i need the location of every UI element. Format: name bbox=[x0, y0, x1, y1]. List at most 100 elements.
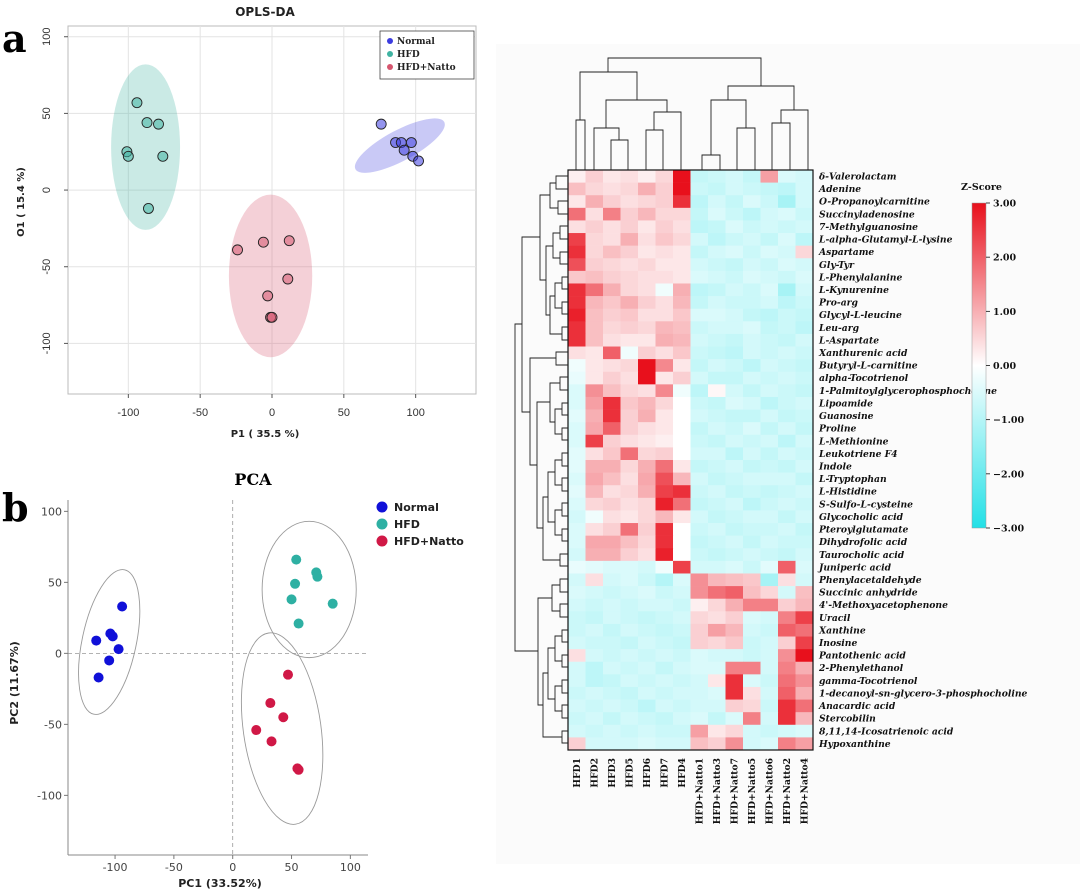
heatmap-cell bbox=[690, 245, 709, 259]
heatmap-cell bbox=[568, 220, 586, 234]
heatmap-cell bbox=[725, 396, 744, 410]
heatmap-cell bbox=[603, 422, 621, 436]
col-dendro-link bbox=[780, 109, 809, 170]
pca-x-tick-label: 50 bbox=[285, 861, 299, 874]
opls-x-tick-label: 0 bbox=[269, 407, 275, 419]
row-dendro-link bbox=[554, 635, 562, 662]
heatmap-column-label: HFD+Natto2 bbox=[782, 758, 793, 824]
heatmap-cell bbox=[603, 535, 621, 549]
heatmap-cell bbox=[620, 623, 639, 637]
heatmap-cell bbox=[655, 409, 674, 423]
heatmap-cell bbox=[568, 333, 586, 347]
heatmap-cell bbox=[760, 245, 779, 259]
heatmap-cell bbox=[603, 636, 621, 650]
heatmap-cell bbox=[725, 560, 744, 574]
heatmap-cell bbox=[760, 649, 779, 663]
heatmap-cell bbox=[620, 460, 639, 473]
heatmap-cell bbox=[760, 510, 779, 524]
heatmap-cell bbox=[743, 384, 761, 398]
heatmap-cell bbox=[603, 485, 621, 499]
heatmap-cell bbox=[585, 195, 604, 209]
heatmap-cell bbox=[620, 699, 639, 713]
opls-legend: Normal HFD HFD+Natto bbox=[379, 30, 475, 80]
heatmap-row-label: L-Aspartate bbox=[818, 335, 879, 346]
heatmap-cell bbox=[568, 258, 586, 272]
heatmap-cell bbox=[778, 296, 796, 309]
heatmap-cell bbox=[760, 270, 779, 284]
heatmap-cell bbox=[620, 195, 639, 209]
heatmap-cell bbox=[585, 346, 604, 360]
heatmap-cell bbox=[690, 724, 709, 738]
heatmap-cell bbox=[568, 207, 586, 221]
heatmap-cell bbox=[568, 523, 586, 536]
heatmap-cell bbox=[760, 233, 779, 246]
heatmap-cell bbox=[568, 283, 586, 297]
heatmap-cell bbox=[655, 396, 674, 410]
row-dendro-link bbox=[561, 452, 568, 467]
heatmap-cell bbox=[655, 523, 674, 536]
heatmap-cell bbox=[690, 182, 709, 196]
heatmap-cell bbox=[655, 586, 674, 599]
heatmap-column-label: HFD+Natto5 bbox=[747, 758, 758, 824]
pca-point-natto bbox=[278, 712, 289, 723]
opls-legend-dot-hfd bbox=[387, 51, 393, 57]
pca-point-normal bbox=[113, 644, 124, 655]
pca-point-hfd bbox=[293, 618, 304, 629]
heatmap-cell bbox=[638, 737, 656, 751]
heatmap-cell bbox=[638, 523, 656, 536]
heatmap-row-label: Succinyladenosine bbox=[819, 209, 915, 220]
heatmap-cell bbox=[673, 182, 691, 196]
pca-title: PCA bbox=[234, 470, 272, 489]
opls-x-tick-label: -50 bbox=[192, 407, 208, 419]
heatmap-cell bbox=[690, 283, 709, 297]
heatmap-row-label: Xanthurenic acid bbox=[818, 348, 908, 359]
heatmap-cell bbox=[743, 623, 761, 637]
heatmap-cell bbox=[690, 586, 709, 599]
opls-point-hfd bbox=[143, 203, 154, 214]
heatmap-cell bbox=[795, 333, 814, 347]
col-dendro-link bbox=[653, 111, 682, 170]
heatmap-cell bbox=[778, 371, 796, 385]
heatmap-cell bbox=[603, 270, 621, 284]
heatmap-frame bbox=[567, 169, 814, 751]
heatmap-cell bbox=[568, 321, 586, 335]
heatmap-cell bbox=[725, 611, 744, 625]
heatmap-cell bbox=[690, 359, 709, 373]
heatmap-cell bbox=[655, 623, 674, 637]
heatmap-cell bbox=[603, 346, 621, 360]
heatmap-cell bbox=[795, 447, 814, 461]
heatmap-cell bbox=[655, 699, 674, 713]
heatmap-cell bbox=[795, 207, 814, 221]
heatmap-cell bbox=[655, 636, 674, 650]
heatmap-cell bbox=[673, 258, 691, 272]
heatmap-cell bbox=[585, 623, 604, 637]
heatmap-cell bbox=[778, 170, 796, 183]
heatmap-cell bbox=[638, 233, 656, 246]
pca-ellipse-normal bbox=[78, 569, 141, 715]
heatmap-cell bbox=[638, 535, 656, 549]
heatmap-cell bbox=[638, 724, 656, 738]
pca-y-tick-label: 50 bbox=[48, 576, 62, 589]
heatmap-cell bbox=[620, 321, 639, 335]
heatmap-cell bbox=[620, 422, 639, 436]
heatmap-cell bbox=[673, 661, 691, 675]
heatmap-cell bbox=[673, 283, 691, 297]
heatmap-cell bbox=[743, 422, 761, 436]
heatmap-cell bbox=[638, 434, 656, 448]
heatmap-cell bbox=[620, 523, 639, 536]
row-dendro-link bbox=[529, 357, 556, 466]
heatmap-cell bbox=[603, 384, 621, 398]
col-dendro-link bbox=[579, 71, 638, 120]
heatmap-cell bbox=[690, 699, 709, 713]
heatmap-cell bbox=[725, 321, 744, 335]
heatmap-cell bbox=[690, 472, 709, 486]
heatmap-cell bbox=[673, 207, 691, 221]
heatmap-cell bbox=[603, 674, 621, 688]
heatmap-cell bbox=[760, 321, 779, 335]
heatmap-cell bbox=[655, 724, 674, 738]
heatmap-cell bbox=[795, 220, 814, 234]
heatmap-cell bbox=[760, 686, 779, 700]
heatmap-cell bbox=[603, 598, 621, 612]
heatmap-cell bbox=[743, 182, 761, 196]
opls-legend-hfd: HFD bbox=[397, 50, 420, 60]
